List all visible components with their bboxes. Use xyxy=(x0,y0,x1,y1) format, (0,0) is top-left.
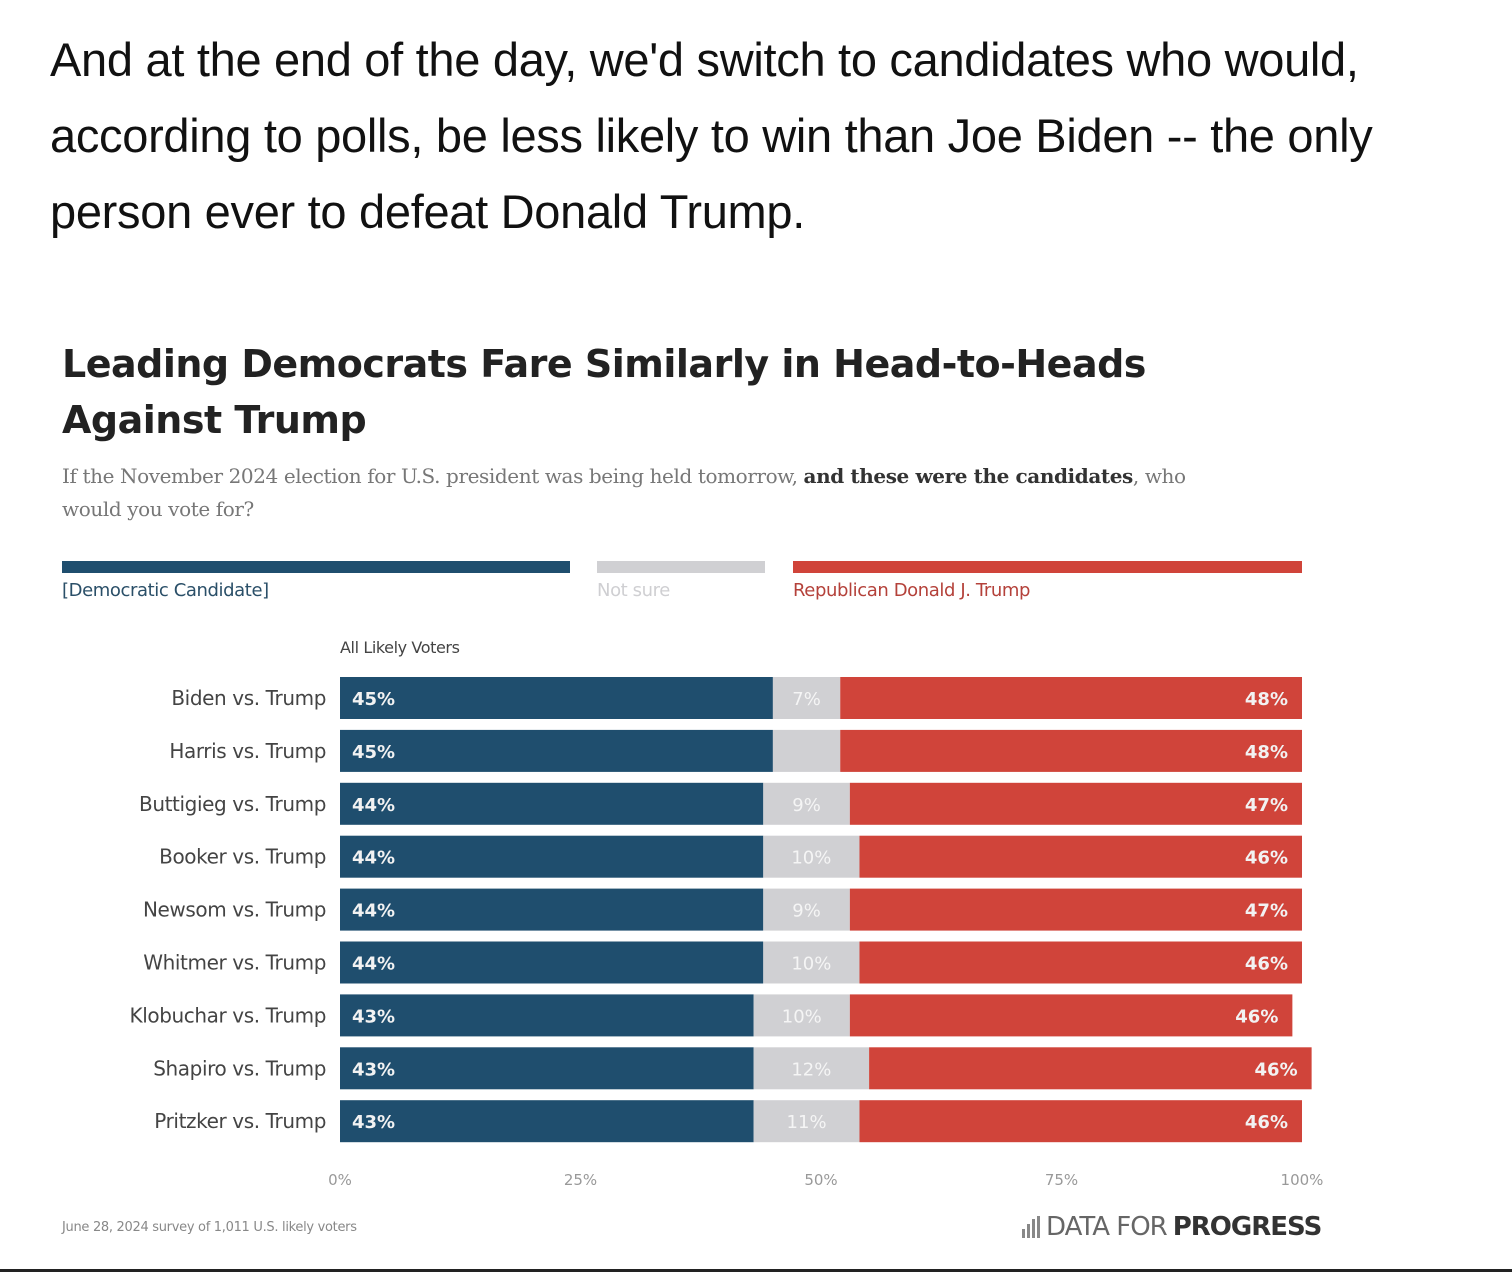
table-row: Buttigieg vs. Trump 44% 9% 47% xyxy=(139,782,1302,825)
bar-not-sure xyxy=(763,888,850,931)
bar-not-sure xyxy=(772,677,841,719)
bar-democrat xyxy=(340,677,773,719)
value-label-not-sure: 11% xyxy=(787,1112,827,1133)
value-label-republican: 46% xyxy=(1255,1059,1298,1080)
bar-not-sure xyxy=(763,941,860,984)
value-label-republican: 48% xyxy=(1245,742,1288,763)
value-label-republican: 46% xyxy=(1235,1006,1278,1027)
value-label-republican: 47% xyxy=(1245,795,1288,816)
value-label-democrat: 43% xyxy=(352,1112,395,1133)
table-row: Newsom vs. Trump 44% 9% 47% xyxy=(143,888,1302,931)
bar-not-sure xyxy=(753,1047,870,1090)
legend-label-republican: Republican Donald J. Trump xyxy=(793,580,1031,601)
value-label-democrat: 44% xyxy=(352,848,395,869)
bar-democrat xyxy=(340,941,764,984)
value-label-democrat: 44% xyxy=(352,795,395,816)
table-row: Pritzker vs. Trump 43% 11% 46% xyxy=(154,1100,1302,1143)
row-label: Shapiro vs. Trump xyxy=(153,1056,326,1080)
table-row: Klobuchar vs. Trump 43% 10% 46% xyxy=(129,994,1293,1037)
value-label-not-sure: 12% xyxy=(791,1059,831,1080)
value-label-democrat: 43% xyxy=(352,1006,395,1027)
value-label-republican: 46% xyxy=(1245,954,1288,975)
intro-text: And at the end of the day, we'd switch t… xyxy=(50,33,1373,238)
row-label: Booker vs. Trump xyxy=(159,845,326,869)
subtitle-text-1: If the November 2024 election for U.S. p… xyxy=(62,464,804,488)
bar-republican xyxy=(869,1047,1312,1090)
value-label-democrat: 45% xyxy=(352,689,395,710)
row-label: Harris vs. Trump xyxy=(169,739,326,763)
value-label-republican: 46% xyxy=(1245,1112,1288,1133)
bar-democrat xyxy=(340,835,764,878)
value-label-not-sure: 9% xyxy=(792,901,821,922)
value-label-republican: 48% xyxy=(1245,689,1288,710)
legend-swatch-republican xyxy=(793,561,1302,573)
bar-republican xyxy=(849,994,1293,1037)
bar-democrat xyxy=(340,1047,754,1090)
row-label: Biden vs. Trump xyxy=(171,686,326,710)
legend-swatch-democrat xyxy=(62,561,570,573)
chart-title: Leading Democrats Fare Similarly in Head… xyxy=(62,342,1146,442)
legend-swatch-not-sure xyxy=(597,561,765,573)
x-tick-label: 25% xyxy=(564,1171,597,1189)
value-label-democrat: 43% xyxy=(352,1059,395,1080)
bar-republican xyxy=(859,941,1302,984)
table-row: Shapiro vs. Trump 43% 12% 46% xyxy=(153,1047,1312,1090)
bar-republican xyxy=(840,729,1302,772)
bar-republican xyxy=(859,835,1302,878)
chart-subtitle: If the November 2024 election for U.S. p… xyxy=(62,460,1212,526)
value-label-not-sure: 7% xyxy=(792,689,821,710)
bar-not-sure xyxy=(772,729,841,772)
table-row: Whitmer vs. Trump 44% 10% 46% xyxy=(143,941,1302,984)
table-row: Booker vs. Trump 44% 10% 46% xyxy=(159,835,1302,878)
bar-republican xyxy=(849,782,1302,825)
row-label: Buttigieg vs. Trump xyxy=(139,792,326,816)
row-label: Whitmer vs. Trump xyxy=(143,951,326,975)
bottom-divider xyxy=(0,1269,1512,1272)
source-brand: DATA FOR PROGRESS xyxy=(1022,1212,1323,1242)
bar-democrat xyxy=(340,782,764,825)
table-row: Harris vs. Trump 45% 48% xyxy=(169,729,1302,772)
bar-not-sure xyxy=(753,1100,860,1143)
row-label: Klobuchar vs. Trump xyxy=(129,1003,326,1027)
bar-democrat xyxy=(340,994,754,1037)
table-row: Biden vs. Trump 45% 7% 48% xyxy=(171,677,1302,719)
x-tick-label: 100% xyxy=(1281,1171,1324,1189)
value-label-democrat: 44% xyxy=(352,901,395,922)
bar-democrat xyxy=(340,1100,754,1143)
value-label-not-sure: 10% xyxy=(791,954,831,975)
row-label: Newsom vs. Trump xyxy=(143,898,326,922)
value-label-democrat: 45% xyxy=(352,742,395,763)
bar-republican xyxy=(849,888,1302,931)
bar-chart-logo-icon xyxy=(1022,1216,1040,1238)
group-label: All Likely Voters xyxy=(340,638,460,657)
value-label-not-sure: 9% xyxy=(792,795,821,816)
brand-light: DATA FOR xyxy=(1046,1212,1168,1242)
x-tick-label: 50% xyxy=(804,1171,837,1189)
bar-republican xyxy=(859,1100,1302,1143)
survey-footnote: June 28, 2024 survey of 1,011 U.S. likel… xyxy=(62,1220,357,1235)
bar-not-sure xyxy=(763,782,850,825)
bar-democrat xyxy=(340,888,764,931)
bar-republican xyxy=(840,677,1302,719)
value-label-not-sure: 10% xyxy=(791,848,831,869)
bar-democrat xyxy=(340,729,773,772)
legend-label-democrat: [Democratic Candidate] xyxy=(62,580,269,601)
x-tick-label: 75% xyxy=(1045,1171,1078,1189)
x-tick-label: 0% xyxy=(328,1171,352,1189)
subtitle-bold: and these were the candidates xyxy=(803,464,1134,488)
legend-label-not-sure: Not sure xyxy=(597,580,670,601)
subtitle-text-2: , who would you vote for? xyxy=(62,464,1186,521)
value-label-republican: 47% xyxy=(1245,901,1288,922)
value-label-democrat: 44% xyxy=(352,954,395,975)
row-label: Pritzker vs. Trump xyxy=(154,1109,326,1133)
value-label-not-sure: 10% xyxy=(782,1006,822,1027)
bar-not-sure xyxy=(763,835,860,878)
bar-not-sure xyxy=(753,994,850,1037)
value-label-republican: 46% xyxy=(1245,848,1288,869)
brand-bold: PROGRESS xyxy=(1172,1212,1323,1242)
